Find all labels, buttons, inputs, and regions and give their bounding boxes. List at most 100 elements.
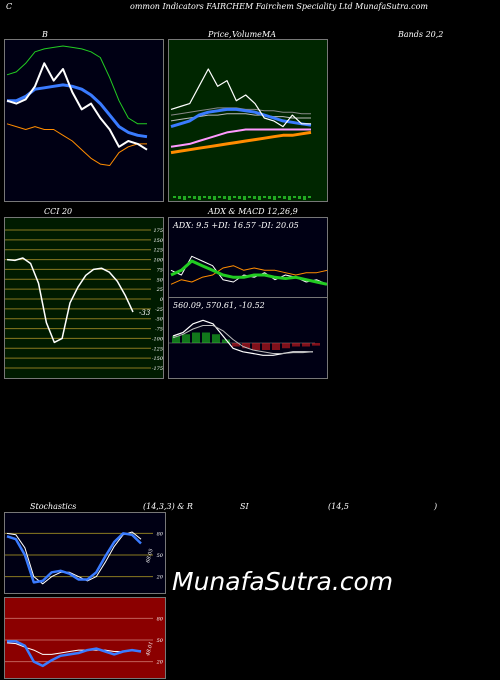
cci-tick-label: -50 xyxy=(155,317,164,323)
volume-bar xyxy=(213,196,216,200)
rsi-series-0-line xyxy=(6,642,141,655)
cci-tick-label: 150 xyxy=(153,238,163,244)
rsi-panel: 80 50 20 48.01 xyxy=(4,597,166,679)
cci-tick-label: 175 xyxy=(153,228,163,234)
volume-bar xyxy=(203,196,206,198)
volume-bar xyxy=(208,196,211,199)
cci-tick-label: -125 xyxy=(152,346,163,352)
volume-bar xyxy=(178,196,181,199)
stochastics-panel: 80 50 20 68.05 xyxy=(4,512,166,594)
cci-last-value: -33 xyxy=(139,309,151,317)
cci-tick-label: 75 xyxy=(157,267,163,273)
cci-tick-label: 25 xyxy=(156,287,163,293)
cci-tick-label: -100 xyxy=(152,336,164,342)
bollinger-chart xyxy=(5,40,163,201)
stoch-title: Stochastics xyxy=(30,502,77,511)
volume-bar xyxy=(188,196,191,198)
volume-bar xyxy=(268,196,271,199)
stoch-last-value: 68.05 xyxy=(145,548,155,563)
adx-series-1-line xyxy=(170,265,327,285)
stochastics-series-1-line xyxy=(6,532,142,584)
rsi-params-close: ) xyxy=(434,502,438,511)
macd-series-1-line xyxy=(172,325,314,354)
volume-bar xyxy=(273,196,276,200)
header-c-letter: C xyxy=(6,2,13,11)
stochastics-chart: 80 50 20 68.05 xyxy=(5,513,165,593)
adx-background xyxy=(169,218,327,298)
macd-values-label: 560.09, 570.61, -10.52 xyxy=(173,301,265,310)
cci-background xyxy=(5,218,163,378)
price_volume_ma-s0-series-0-line xyxy=(170,68,311,128)
price_volume_ma-s2-series-0-line xyxy=(170,130,312,155)
rsi-tick-label: 50 xyxy=(157,638,164,644)
volume-bar xyxy=(223,196,226,199)
rsi-tick-label: 20 xyxy=(156,660,164,666)
volume-bar xyxy=(308,196,311,198)
price-background xyxy=(169,40,327,201)
volume-bar xyxy=(263,196,266,198)
volume-bar xyxy=(298,196,301,199)
cci-series-0-line xyxy=(6,257,134,344)
volume-bar xyxy=(228,196,231,200)
rsi-params-title: (14,5 xyxy=(328,502,349,511)
rsi-last-value: 48.01 xyxy=(145,641,155,657)
ma-title: MA xyxy=(262,30,276,39)
bands-title-b: B xyxy=(42,30,48,39)
volume-bar xyxy=(218,196,221,198)
bollinger-price-series-0-line xyxy=(6,62,148,151)
volume-bar xyxy=(233,196,236,198)
macd-series-0-line xyxy=(172,319,313,356)
stochastics-background xyxy=(5,513,165,593)
price-chart xyxy=(169,40,327,201)
stoch-tick-label: 80 xyxy=(157,531,164,537)
volume-bar xyxy=(243,196,246,200)
cci-tick-label: -25 xyxy=(155,307,163,313)
volume-bar xyxy=(258,196,261,200)
rsi-title: SI xyxy=(240,502,249,511)
volume-title: Volume xyxy=(232,30,262,39)
bands-title: Bands 20,2 xyxy=(398,30,444,39)
cci-chart: 175 150 125 100 75 50 25 0 -25 -50 -75 -100 -125 -150… xyxy=(5,218,164,378)
cci-panel: 175 150 125 100 75 50 25 0 -25 -50 -75 -100 -125 -150… xyxy=(4,217,164,379)
cci-title: CCI 20 xyxy=(44,207,73,216)
volume-bar xyxy=(283,196,286,199)
bollinger-background xyxy=(5,40,163,201)
stoch-tick-label: 20 xyxy=(156,575,164,581)
volume-bar xyxy=(248,196,251,198)
adx-panel: ADX: 9.5 +DI: 16.57 -DI: 20.05 xyxy=(168,217,328,299)
stoch-params-title: (14,3,3) & R xyxy=(143,502,193,511)
stoch-tick-label: 50 xyxy=(157,553,164,559)
rsi-series-1-line xyxy=(7,640,142,668)
adx-macd-title: ADX & MACD 12,26,9 xyxy=(208,207,298,216)
page-title: ommon Indicators FAIRCHEM Fairchem Speci… xyxy=(130,2,428,11)
volume-bar xyxy=(303,196,306,200)
cci-tick-label: 125 xyxy=(153,248,163,254)
cci-tick-label: -75 xyxy=(155,327,163,333)
cci-tick-label: 0 xyxy=(160,297,164,303)
adx-chart xyxy=(169,218,327,298)
cci-tick-label: -175 xyxy=(152,366,163,372)
bollinger-panel xyxy=(4,39,164,202)
volume-bar xyxy=(293,196,296,198)
bollinger-bands-series-0-line xyxy=(6,45,147,125)
macd-panel: 560.09, 570.61, -10.52 xyxy=(168,297,328,379)
rsi-background xyxy=(5,598,165,678)
adx-series-2-line xyxy=(170,259,327,286)
bollinger-bands-series-1-line xyxy=(6,123,147,166)
cci-tick-label: -150 xyxy=(152,356,164,362)
price_volume_ma-s3-series-0-line xyxy=(170,128,311,148)
adx-values-label: ADX: 9.5 +DI: 16.57 -DI: 20.05 xyxy=(173,221,299,230)
volume-bar xyxy=(238,196,241,199)
volume-bar xyxy=(173,196,176,198)
price-panel xyxy=(168,39,328,202)
volume-bar xyxy=(288,196,291,200)
cci-tick-label: 100 xyxy=(153,258,163,264)
volume-bar xyxy=(193,196,196,199)
price-title: Price, xyxy=(208,30,232,39)
watermark: MunafaSutra.com xyxy=(172,567,394,596)
rsi-tick-label: 80 xyxy=(157,616,164,622)
macd-chart xyxy=(169,298,327,378)
volume-bar xyxy=(183,196,186,200)
volume-bar xyxy=(253,196,256,199)
